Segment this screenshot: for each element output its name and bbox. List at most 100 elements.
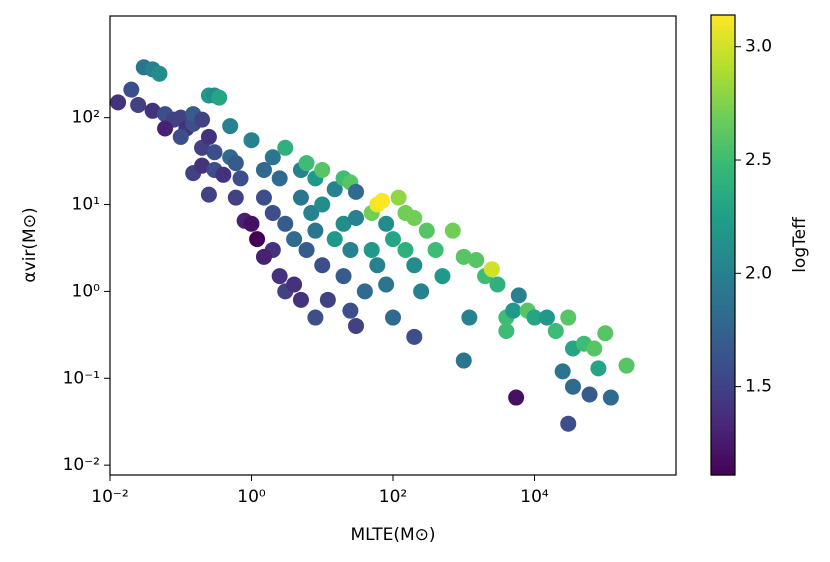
point (144, 102, 161, 119)
point (264, 204, 281, 221)
colorbar-step (711, 325, 735, 331)
colorbar-step (711, 205, 735, 211)
colorbar-step (711, 320, 735, 326)
colorbar-label: logTeff (790, 216, 810, 273)
colorbar-step (711, 235, 735, 241)
point (227, 155, 244, 172)
colorbar-tick-label: 1.5 (745, 377, 772, 397)
point (390, 189, 407, 206)
point (560, 309, 577, 326)
point (157, 120, 174, 137)
point (151, 65, 168, 82)
point (326, 231, 343, 248)
colorbar-step (711, 110, 735, 116)
colorbar-step (711, 60, 735, 66)
colorbar-step (711, 280, 735, 286)
colorbar-step (711, 35, 735, 41)
colorbar-step (711, 165, 735, 171)
colorbar-step (711, 425, 735, 431)
colorbar-step (711, 225, 735, 231)
colorbar-step (711, 380, 735, 386)
point (434, 268, 451, 285)
point (618, 357, 635, 374)
point (406, 209, 423, 226)
point (348, 183, 365, 200)
colorbar-step (711, 20, 735, 26)
point (385, 231, 401, 248)
colorbar-step (711, 220, 735, 226)
colorbar-step (711, 130, 735, 136)
colorbar-step (711, 120, 735, 126)
point (444, 222, 461, 239)
point (243, 215, 260, 232)
point (342, 241, 359, 258)
point (413, 283, 430, 300)
colorbar-step (711, 40, 735, 46)
colorbar (711, 15, 735, 476)
point (243, 132, 260, 149)
colorbar-step (711, 245, 735, 251)
colorbar-step (711, 255, 735, 261)
y-tick-label: 10¹ (72, 195, 100, 215)
colorbar-step (711, 45, 735, 51)
point (406, 328, 423, 345)
colorbar-step (711, 420, 735, 426)
point (564, 378, 581, 395)
point (264, 149, 281, 166)
point (378, 215, 395, 232)
point (597, 325, 614, 342)
point (222, 118, 239, 135)
colorbar-step (711, 185, 735, 191)
colorbar-step (711, 125, 735, 131)
colorbar-step (711, 15, 735, 21)
point (508, 389, 525, 406)
colorbar-step (711, 305, 735, 311)
colorbar-step (711, 170, 735, 176)
point (363, 241, 380, 258)
point (211, 89, 228, 106)
colorbar-step (711, 385, 735, 391)
colorbar-step (711, 440, 735, 446)
point (255, 161, 272, 178)
colorbar-step (711, 390, 735, 396)
point (249, 231, 266, 248)
colorbar-step (711, 375, 735, 381)
x-tick-label: 10² (379, 487, 407, 507)
point (581, 386, 598, 403)
point (307, 309, 324, 326)
point (200, 128, 217, 145)
colorbar-step (711, 210, 735, 216)
point (255, 248, 272, 265)
colorbar-step (711, 285, 735, 291)
y-axis-label: αvir(M⊙) (20, 207, 40, 282)
colorbar-step (711, 270, 735, 276)
colorbar-step (711, 290, 735, 296)
point (455, 352, 472, 369)
point (110, 94, 127, 111)
colorbar-step (711, 65, 735, 71)
point (547, 323, 564, 340)
point (505, 302, 522, 319)
point (602, 389, 619, 406)
point (554, 363, 571, 380)
colorbar-step (711, 275, 735, 281)
colorbar-step (711, 335, 735, 341)
point (586, 340, 603, 357)
colorbar-step (711, 355, 735, 361)
colorbar-step (711, 230, 735, 236)
point (397, 241, 414, 258)
colorbar-step (711, 460, 735, 466)
colorbar-frame (710, 14, 736, 476)
point (255, 189, 272, 206)
point (227, 189, 244, 206)
colorbar-step (711, 450, 735, 456)
point (418, 222, 435, 239)
colorbar-step (711, 445, 735, 451)
point (369, 257, 386, 274)
colorbar-step (711, 25, 735, 31)
colorbar-tick-label: 2.5 (745, 150, 772, 170)
colorbar-step (711, 70, 735, 76)
y-tick-label: 10⁻² (63, 455, 100, 475)
